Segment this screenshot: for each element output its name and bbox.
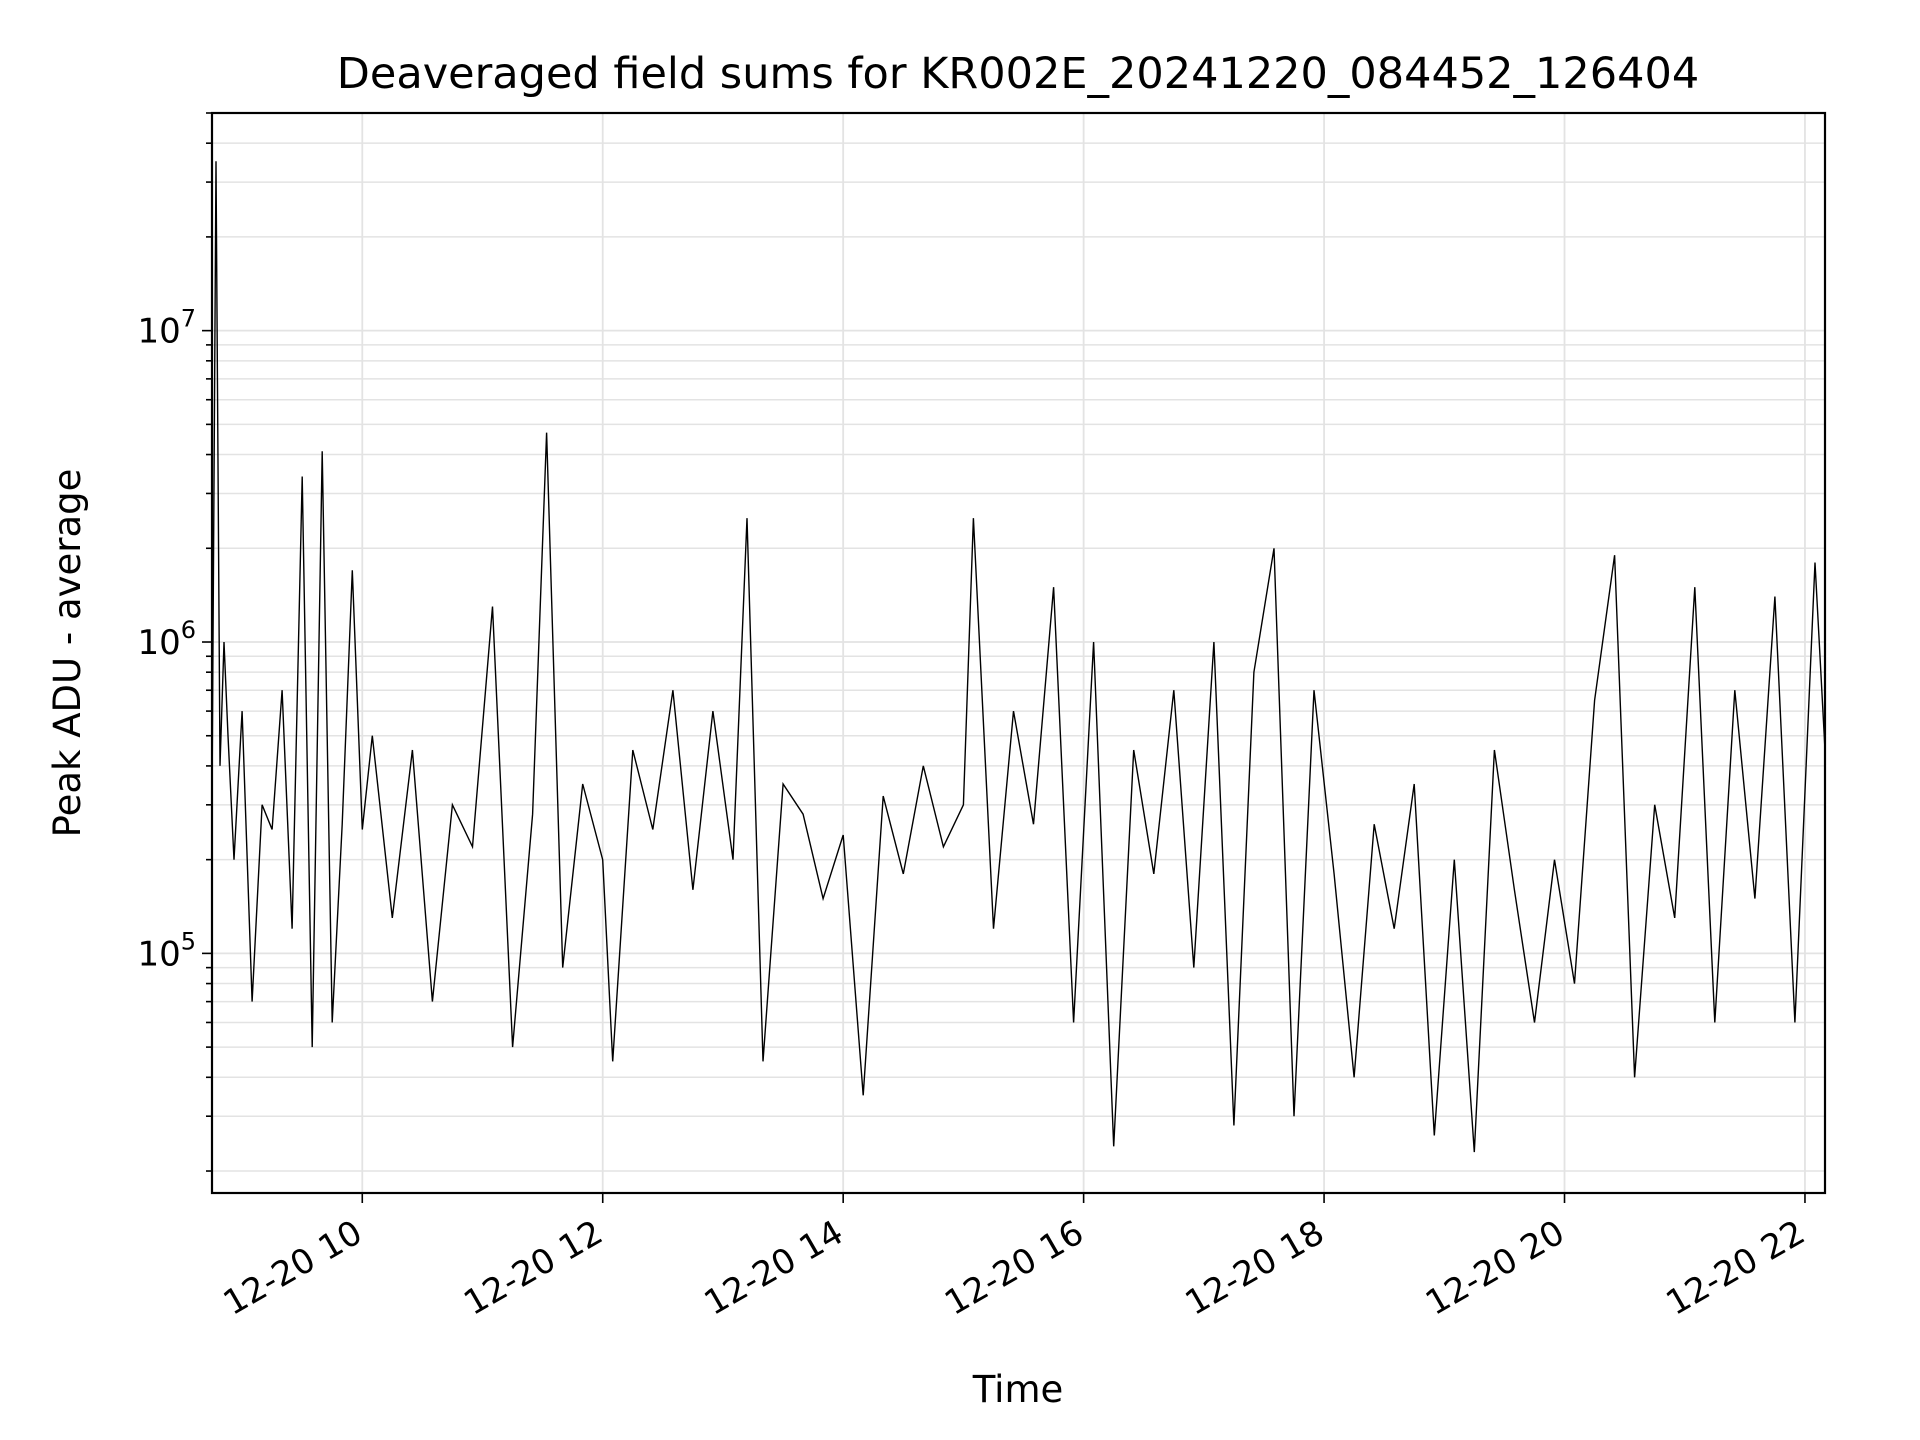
x-tick-label: 12-20 10 xyxy=(217,1213,369,1324)
x-tick-label: 12-20 14 xyxy=(698,1213,850,1324)
x-tick-label: 12-20 12 xyxy=(457,1213,609,1324)
x-tick-label: 12-20 16 xyxy=(938,1213,1090,1324)
grid xyxy=(212,112,1825,1193)
x-axis-label: Time xyxy=(972,1368,1064,1411)
y-axis: 105 106 107 xyxy=(137,112,212,1172)
chart-title: Deaveraged field sums for KR002E_2024122… xyxy=(337,49,1699,99)
x-tick-label: 12-20 22 xyxy=(1659,1213,1811,1324)
x-axis: 12-20 10 12-20 12 12-20 14 12-20 16 12-20 18… xyxy=(217,1193,1812,1324)
y-tick-label: 106 xyxy=(137,616,196,663)
y-axis-label: Peak ADU - average xyxy=(46,469,89,838)
x-tick-label: 12-20 20 xyxy=(1419,1213,1571,1324)
plot-frame xyxy=(210,111,1827,1195)
y-tick-label: 107 xyxy=(137,305,196,352)
y-tick-label: 105 xyxy=(137,927,196,974)
series-line xyxy=(211,161,1826,1153)
x-tick-label: 12-20 18 xyxy=(1179,1213,1331,1324)
series-layer xyxy=(211,161,1826,1153)
